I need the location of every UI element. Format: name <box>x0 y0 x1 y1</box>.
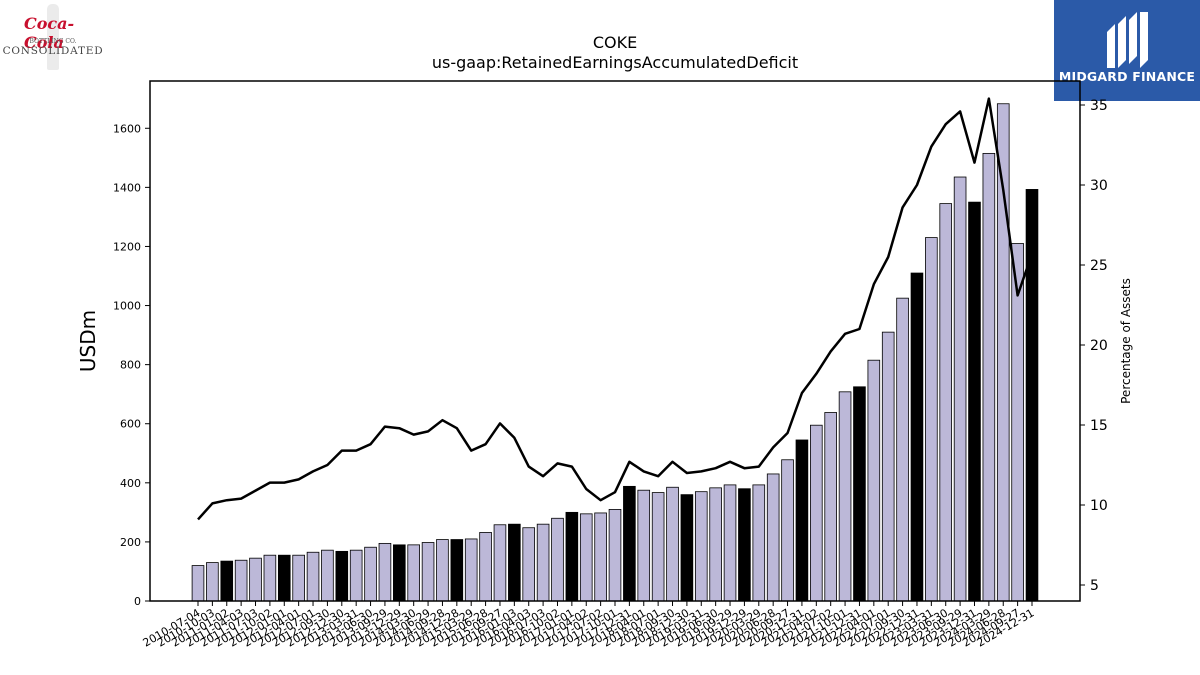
bar <box>651 492 665 602</box>
bar <box>709 487 722 602</box>
bar <box>349 549 363 602</box>
bar <box>1011 243 1024 602</box>
x-axis: 2010-07-042010-10-032011-01-022011-04-03… <box>141 601 1037 650</box>
bar <box>925 237 938 602</box>
bar <box>421 542 435 602</box>
bar <box>968 201 981 602</box>
bar <box>191 565 205 602</box>
brand-logo: MIDGARD FINANCE <box>1054 0 1200 101</box>
bar <box>881 331 895 602</box>
brand-name: MIDGARD FINANCE <box>1058 69 1196 84</box>
brand-mark-icon <box>1107 12 1148 68</box>
y2-tick-label: 10 <box>1090 498 1108 514</box>
bar <box>824 412 837 602</box>
logo-word-text: CONSOLIDATED <box>2 45 104 57</box>
bar <box>249 557 262 602</box>
bar <box>637 489 651 602</box>
logo-script-text: Coca-Cola <box>24 14 75 52</box>
bar <box>608 509 622 602</box>
bar <box>263 554 277 602</box>
bar <box>694 491 708 602</box>
y-tick-label: 800 <box>120 359 141 372</box>
y2-tick-label: 20 <box>1090 338 1108 354</box>
y-tick-label: 1000 <box>113 300 141 313</box>
bar <box>407 544 420 602</box>
bar <box>479 532 492 602</box>
bar <box>450 539 464 602</box>
y-axis-label: USDm <box>76 310 100 372</box>
y-tick-label: 1200 <box>113 240 141 253</box>
bar <box>464 538 478 602</box>
bar <box>551 517 564 602</box>
y2-axis-label: Percentage of Assets <box>1119 278 1133 404</box>
bar <box>335 550 349 602</box>
y2-axis: 5 10 15 20 25 30 35 <box>1080 98 1108 594</box>
bar <box>436 539 449 602</box>
bar <box>723 484 737 602</box>
chart-subtitle: us-gaap:RetainedEarningsAccumulatedDefic… <box>432 53 798 72</box>
bar <box>364 546 377 602</box>
bar <box>1025 189 1039 602</box>
bar <box>508 523 521 602</box>
logo-small-text: BOTTLING CO. <box>29 38 77 45</box>
bar <box>277 554 291 602</box>
bar <box>579 513 593 602</box>
y-tick-label: 1600 <box>113 122 141 135</box>
y2-tick-label: 30 <box>1090 178 1108 194</box>
bar <box>234 559 248 602</box>
bar <box>766 473 780 602</box>
y2-tick-label: 35 <box>1090 98 1108 114</box>
y-tick-label: 400 <box>120 477 141 490</box>
bar <box>292 554 305 602</box>
bar <box>536 523 550 602</box>
bar <box>910 272 924 602</box>
bar <box>378 542 392 602</box>
bar <box>393 544 406 602</box>
bar <box>939 203 953 602</box>
bar <box>666 486 679 602</box>
bar <box>594 512 607 602</box>
bar <box>795 439 809 602</box>
bar <box>623 485 636 602</box>
y-tick-label: 0 <box>134 595 141 608</box>
bar <box>220 560 234 602</box>
bar <box>206 562 219 602</box>
y-tick-label: 200 <box>120 536 141 549</box>
bar <box>493 524 507 602</box>
pct-line-series <box>197 97 1034 521</box>
bar <box>306 551 320 602</box>
bar <box>996 103 1010 602</box>
bottle-graphic <box>47 4 59 70</box>
company-logo: Coca-Cola BOTTLING CO. CONSOLIDATED <box>0 0 110 75</box>
y-tick-label: 600 <box>120 418 141 431</box>
bar <box>680 494 694 602</box>
bar <box>838 391 852 602</box>
bar <box>867 359 881 602</box>
bar <box>781 459 794 602</box>
bar <box>565 511 579 602</box>
y2-tick-label: 25 <box>1090 258 1108 274</box>
bar <box>738 488 751 602</box>
bar <box>522 527 536 602</box>
bar-series <box>191 103 1039 602</box>
bar <box>321 549 334 602</box>
bar <box>810 424 823 602</box>
y2-tick-label: 15 <box>1090 418 1108 434</box>
bar <box>896 297 909 602</box>
y-tick-label: 1400 <box>113 181 141 194</box>
bar <box>853 386 866 602</box>
y-axis: 0 200 400 600 800 1000 1200 1400 1600 <box>113 122 150 608</box>
chart-title: COKE <box>593 33 637 52</box>
bar <box>752 484 766 602</box>
bar <box>982 152 996 602</box>
pct-line <box>197 97 1034 521</box>
bar <box>953 176 967 602</box>
y2-tick-label: 5 <box>1090 578 1099 594</box>
